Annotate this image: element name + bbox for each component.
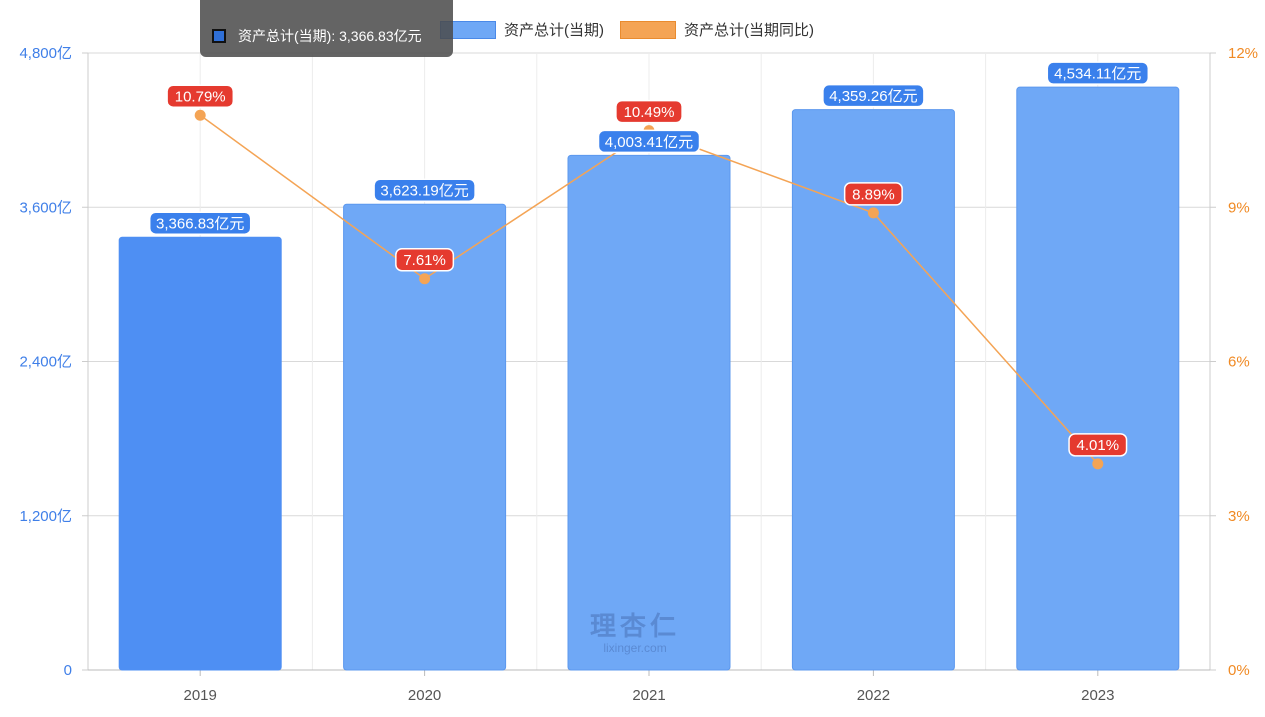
line-value-label-bg bbox=[166, 84, 235, 108]
bar-2022 bbox=[791, 109, 955, 671]
line-point-2020 bbox=[419, 273, 431, 285]
line-value-label-bg bbox=[843, 182, 903, 206]
x-tick-label: 2023 bbox=[1081, 687, 1114, 704]
watermark-en: lixinger.com bbox=[603, 641, 667, 655]
line-value-label-bg bbox=[615, 99, 683, 124]
legend-label-line: 资产总计(当期同比) bbox=[684, 22, 814, 39]
x-tick-label: 2022 bbox=[857, 687, 890, 704]
bar-value-label-bg bbox=[148, 211, 252, 235]
x-tick-label: 2020 bbox=[408, 687, 441, 704]
y-right-tick-label: 9% bbox=[1228, 199, 1250, 216]
legend-label-bar: 资产总计(当期) bbox=[504, 22, 604, 39]
bar-value-label: 4,003.41亿元 bbox=[605, 134, 693, 151]
tooltip-swatch bbox=[212, 29, 226, 43]
watermark-cn: 理杏仁 bbox=[590, 612, 681, 642]
tooltip-text: 资产总计(当期): 3,366.83亿元 bbox=[238, 28, 422, 44]
line-value-label-bg bbox=[395, 247, 455, 272]
bar-value-label: 4,534.11亿元 bbox=[1054, 66, 1141, 83]
bar-2020 bbox=[343, 203, 507, 671]
line-point-2019 bbox=[194, 109, 206, 121]
line-value-label-bg bbox=[1068, 433, 1128, 457]
bar-value-label: 3,366.83亿元 bbox=[156, 216, 244, 233]
line-value-label: 7.61% bbox=[403, 252, 446, 269]
line-value-label: 4.01% bbox=[1077, 437, 1120, 454]
legend: 资产总计(当期) 资产总计(当期同比) bbox=[440, 19, 830, 40]
line-point-2023 bbox=[1092, 458, 1104, 470]
y-right-tick-label: 12% bbox=[1228, 45, 1258, 62]
line-point-2022 bbox=[867, 207, 879, 219]
bar-2019 bbox=[118, 236, 282, 671]
bar-value-label-bg bbox=[597, 129, 701, 154]
y-left-tick-label: 3,600亿 bbox=[19, 199, 72, 216]
bar-value-label-bg bbox=[1046, 61, 1150, 85]
bar-2021 bbox=[567, 154, 731, 671]
legend-swatch-line bbox=[620, 20, 676, 39]
legend-item-line[interactable]: 资产总计(当期同比) bbox=[620, 19, 814, 40]
y-left-tick-label: 0 bbox=[64, 662, 72, 679]
legend-item-bar[interactable]: 资产总计(当期) bbox=[440, 19, 604, 40]
bar-value-label-bg bbox=[373, 178, 476, 203]
y-left-tick-label: 2,400亿 bbox=[19, 354, 72, 371]
line-value-label: 10.49% bbox=[624, 104, 675, 121]
bar-value-label-bg bbox=[822, 83, 925, 108]
bar-value-label: 3,623.19亿元 bbox=[380, 183, 468, 200]
y-right-tick-label: 0% bbox=[1228, 662, 1250, 679]
bar-value-label: 4,359.26亿元 bbox=[829, 88, 917, 105]
x-tick-label: 2019 bbox=[184, 687, 217, 704]
tooltip-row: 资产总计(当期): 3,366.83亿元 bbox=[212, 26, 422, 46]
line-value-label: 8.89% bbox=[852, 186, 895, 203]
line-value-label: 10.79% bbox=[175, 89, 226, 106]
y-right-tick-label: 6% bbox=[1228, 354, 1250, 371]
y-left-tick-label: 4,800亿 bbox=[19, 45, 72, 62]
y-left-tick-label: 1,200亿 bbox=[19, 508, 72, 525]
y-right-tick-label: 3% bbox=[1228, 508, 1250, 525]
bar-2023 bbox=[1016, 86, 1180, 671]
tooltip: 2019 资产总计(当期): 3,366.83亿元 bbox=[200, 0, 453, 57]
x-tick-label: 2021 bbox=[632, 687, 665, 704]
watermark-logo: 理杏仁 lixinger.com bbox=[590, 606, 680, 655]
